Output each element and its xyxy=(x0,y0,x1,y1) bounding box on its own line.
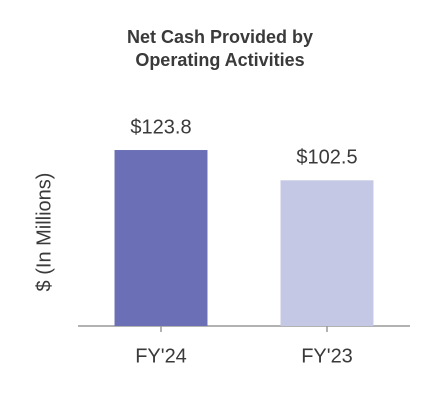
x-tick-label: FY'24 xyxy=(135,345,187,367)
bar xyxy=(280,180,374,326)
bar xyxy=(114,150,208,326)
value-label: $102.5 xyxy=(296,147,357,169)
y-axis-label: $ (In Millions) xyxy=(33,173,55,292)
chart-title: Net Cash Provided by Operating Activitie… xyxy=(126,27,314,70)
value-label: $123.8 xyxy=(130,116,191,138)
x-tick-label: FY'23 xyxy=(301,345,353,367)
